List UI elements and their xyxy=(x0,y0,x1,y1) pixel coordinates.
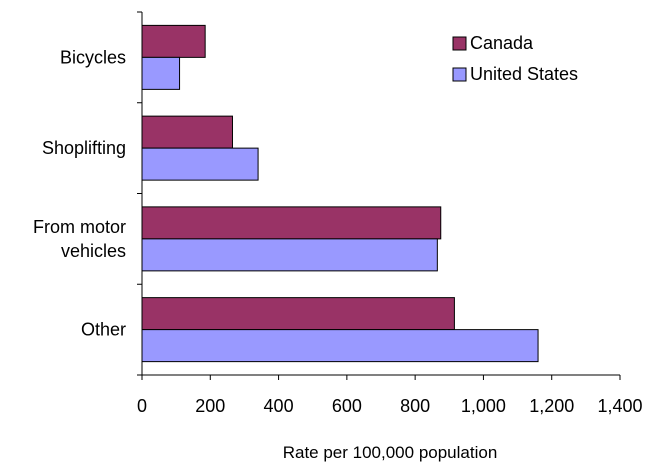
legend-swatch xyxy=(452,36,467,51)
category-label: From motor xyxy=(33,217,126,237)
bar-united-states xyxy=(141,147,259,181)
category-labels: Bicycles Shoplifting From motor vehicles Oth… xyxy=(33,47,126,339)
legend-swatch xyxy=(452,67,467,82)
legend: Canada United States xyxy=(452,33,578,84)
x-tick-label: 0 xyxy=(137,396,147,416)
category-label: vehicles xyxy=(61,241,126,261)
bar-canada xyxy=(141,115,233,149)
bar-united-states xyxy=(141,238,438,272)
category-label: Other xyxy=(81,320,126,340)
x-axis-title: Rate per 100,000 population xyxy=(283,443,498,462)
category-label: Bicycles xyxy=(60,47,126,67)
legend-label: Canada xyxy=(470,33,534,53)
x-tick-label: 1,000 xyxy=(461,396,506,416)
bar-canada xyxy=(141,24,206,58)
bar-canada xyxy=(141,297,455,331)
category-label: Shoplifting xyxy=(42,138,126,158)
x-tick-label: 600 xyxy=(332,396,362,416)
legend-label: United States xyxy=(470,64,578,84)
bars-layer xyxy=(141,24,539,363)
x-tick-label: 200 xyxy=(195,396,225,416)
x-tick-label: 1,200 xyxy=(529,396,574,416)
x-tick-label: 800 xyxy=(400,396,430,416)
x-axis-ticks: 0 200 400 600 800 1,000 1,200 1,400 xyxy=(137,11,643,416)
x-tick-label: 1,400 xyxy=(597,396,642,416)
bar-united-states xyxy=(141,329,539,363)
bar-canada xyxy=(141,206,442,240)
x-tick-label: 400 xyxy=(264,396,294,416)
bar-united-states xyxy=(141,56,181,90)
